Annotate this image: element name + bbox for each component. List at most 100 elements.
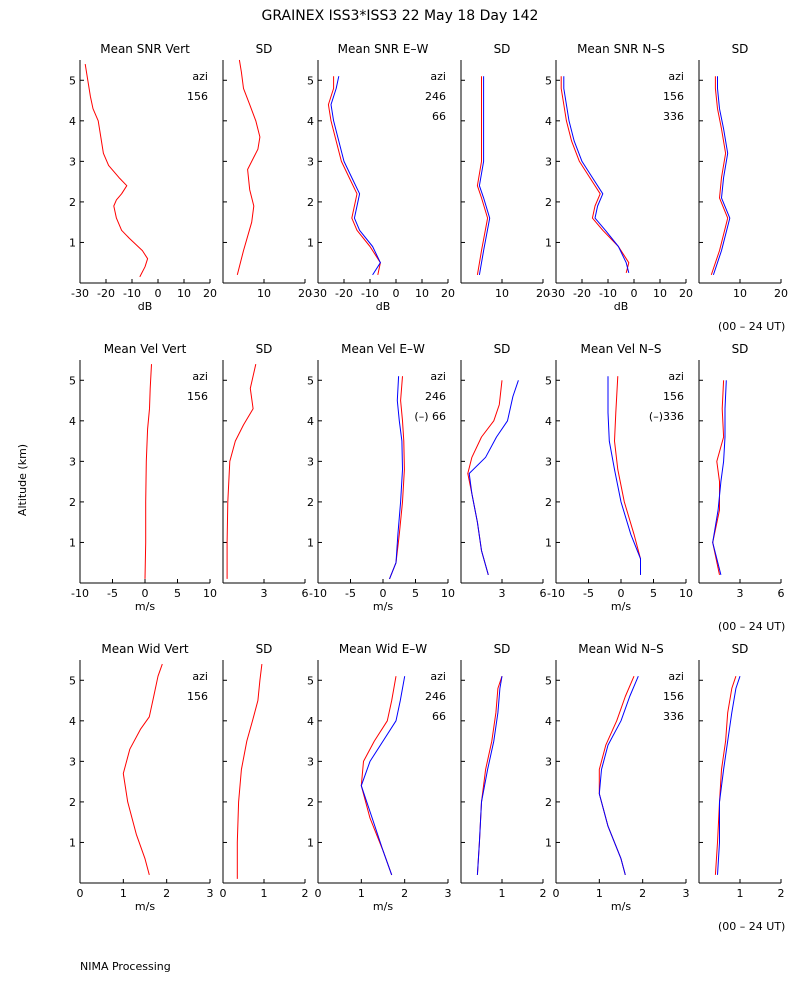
y-tick-label: 2	[545, 196, 552, 209]
legend-title: azi	[668, 70, 684, 83]
legend-entry: 156	[663, 390, 684, 403]
panel-r0-c3: SD 10 20	[460, 42, 550, 300]
legend-entry: 156	[187, 90, 208, 103]
x-tick-label: -20	[335, 287, 353, 300]
series-line-1	[712, 76, 731, 276]
y-tick-label: 5	[545, 674, 552, 687]
y-tick-label: 3	[69, 155, 76, 168]
panel-r2-c1: SD 0 1 2	[220, 642, 309, 900]
x-tick-label: 1	[261, 887, 268, 900]
series-line-1	[607, 376, 641, 575]
y-tick-label: 4	[307, 715, 314, 728]
panel-title: SD	[732, 42, 749, 56]
y-tick-label: 4	[545, 715, 552, 728]
y-tick-label: 1	[545, 536, 552, 549]
x-tick-label: 10	[733, 287, 747, 300]
x-tick-label: 20	[298, 287, 312, 300]
series-line-1	[476, 676, 503, 875]
panel-r0-c5: SD 10 20	[698, 42, 788, 300]
x-tick-label: 0	[315, 887, 322, 900]
panel-r2-c3: SD 1 2	[460, 642, 547, 900]
x-tick-label: -5	[345, 587, 356, 600]
x-tick-label: 0	[393, 287, 400, 300]
x-tick-label: 6	[778, 587, 785, 600]
series-line-0	[236, 664, 263, 879]
y-tick-label: 1	[307, 836, 314, 849]
x-tick-label: -5	[107, 587, 118, 600]
legend-title: azi	[192, 70, 208, 83]
x-tick-label: -30	[71, 287, 89, 300]
y-tick-label: 5	[69, 374, 76, 387]
y-tick-label: 2	[69, 496, 76, 509]
x-tick-label: -10	[599, 287, 617, 300]
panel-r1-c4: Mean Vel N–S 1 2 3 4 5 -10 -5 0 5 10 m/s azi 156 (–)33…	[545, 342, 693, 613]
panel-r2-c5: SD 1 2	[698, 642, 785, 900]
y-tick-label: 2	[69, 196, 76, 209]
panel-title: Mean SNR N–S	[577, 42, 665, 56]
legend-entry: 156	[663, 90, 684, 103]
panel-title: Mean Wid E–W	[339, 642, 427, 656]
x-tick-label: 2	[778, 887, 785, 900]
x-axis-label: m/s	[135, 600, 155, 613]
x-tick-label: 1	[120, 887, 127, 900]
x-tick-label: -20	[573, 287, 591, 300]
x-axis-label: m/s	[611, 600, 631, 613]
x-tick-label: 0	[77, 887, 84, 900]
x-tick-label: -10	[547, 587, 565, 600]
x-tick-label: 1	[358, 887, 365, 900]
series-line-0	[712, 380, 725, 576]
x-axis-label: dB	[376, 300, 391, 313]
x-tick-label: 10	[495, 287, 509, 300]
panel-title: SD	[494, 342, 511, 356]
legend-title: azi	[430, 670, 446, 683]
x-tick-label: 20	[203, 287, 217, 300]
y-tick-label: 1	[69, 536, 76, 549]
y-tick-label: 4	[545, 415, 552, 428]
series-line-1	[389, 376, 403, 580]
x-tick-label: -10	[361, 287, 379, 300]
x-tick-label: -5	[583, 587, 594, 600]
x-axis-label: m/s	[373, 600, 393, 613]
legend-title: azi	[430, 70, 446, 83]
y-tick-label: 1	[307, 536, 314, 549]
y-tick-label: 4	[69, 115, 76, 128]
y-tick-label: 5	[69, 74, 76, 87]
x-tick-label: 6	[540, 587, 547, 600]
x-tick-label: 3	[207, 887, 214, 900]
series-line-0	[598, 676, 635, 876]
series-line-0	[710, 76, 729, 276]
panel-r2-c0: Mean Wid Vert 1 2 3 4 5 0 1 2 3 m/s azi 156	[69, 642, 214, 913]
panel-title: Mean Wid Vert	[101, 642, 188, 656]
legend-entry: 246	[425, 390, 446, 403]
y-tick-label: 3	[307, 155, 314, 168]
y-tick-label: 3	[307, 755, 314, 768]
x-tick-label: 0	[155, 287, 162, 300]
series-line-0	[327, 76, 381, 276]
panel-r1-c5: SD 3 6	[698, 342, 785, 600]
x-tick-label: 20	[441, 287, 455, 300]
x-tick-label: 20	[774, 287, 788, 300]
series-line-0	[614, 376, 641, 575]
x-tick-label: 3	[683, 887, 690, 900]
y-tick-label: 1	[69, 236, 76, 249]
x-tick-label: 0	[631, 287, 638, 300]
series-line-0	[714, 676, 737, 875]
x-tick-label: 5	[174, 587, 181, 600]
legend-title: azi	[668, 370, 684, 383]
legend-entry: 246	[425, 90, 446, 103]
y-tick-label: 3	[545, 155, 552, 168]
time-note-row-3: (00 – 24 UT)	[718, 920, 785, 933]
series-line-1	[563, 76, 630, 274]
x-tick-label: -10	[309, 587, 327, 600]
y-tick-label: 1	[545, 836, 552, 849]
legend-entry: 156	[663, 690, 684, 703]
x-tick-label: -10	[123, 287, 141, 300]
x-tick-label: 10	[415, 287, 429, 300]
x-tick-label: 5	[650, 587, 657, 600]
y-tick-label: 2	[307, 496, 314, 509]
x-tick-label: 0	[553, 887, 560, 900]
x-tick-label: 1	[499, 887, 506, 900]
panel-title: SD	[494, 42, 511, 56]
panel-title: SD	[732, 342, 749, 356]
